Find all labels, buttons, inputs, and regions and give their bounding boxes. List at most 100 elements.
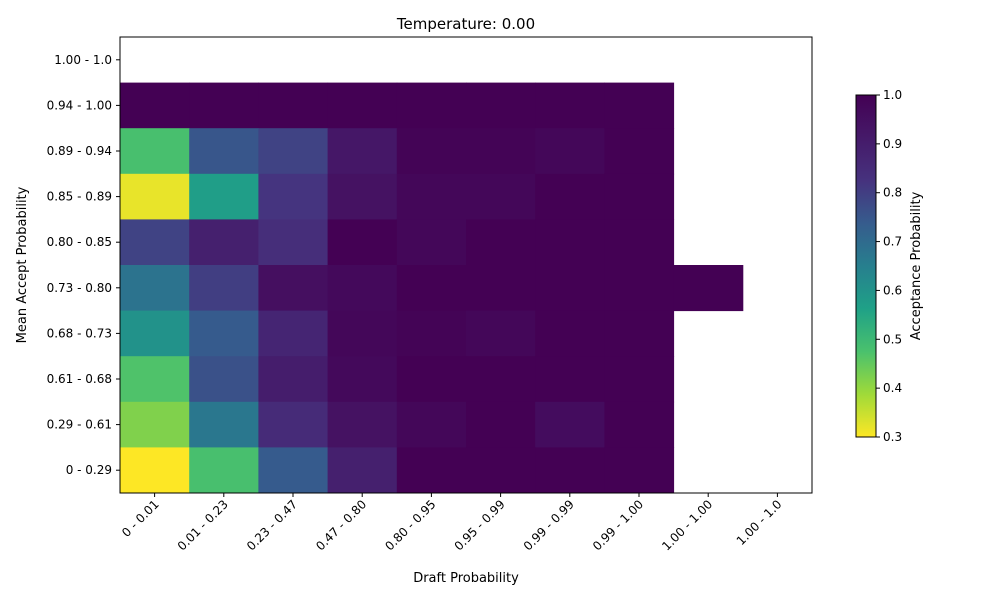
x-axis-ticks: 0 - 0.01 0.01 - 0.23 0.23 - 0.47 0.47 - 0.8… [119, 493, 785, 553]
heatmap-cell [396, 356, 467, 403]
x-tick-label: 0.80 - 0.95 [382, 497, 438, 553]
heatmap-cell [327, 173, 398, 220]
y-tick-label: 0.73 - 0.80 [47, 281, 112, 295]
heatmap-cell [120, 447, 190, 494]
heatmap-cell [120, 219, 190, 266]
heatmap-cell [466, 401, 536, 448]
heatmap-cell [535, 356, 605, 403]
colorbar-tick-label: 0.9 [883, 137, 902, 151]
heatmap-cell [396, 219, 467, 266]
heatmap-cell [466, 265, 536, 312]
y-axis-ticks: 1.00 - 1.0 0.94 - 1.00 0.89 - 0.94 0.85 - 0… [47, 53, 120, 477]
heatmap-cells [120, 82, 744, 494]
colorbar-tick-label: 0.3 [883, 430, 902, 444]
heatmap-cell [258, 310, 329, 357]
heatmap-cell [466, 128, 536, 175]
y-axis-label: Mean Accept Probability [15, 186, 30, 343]
x-tick-label: 1.00 - 1.00 [659, 497, 715, 553]
heatmap-cell [396, 82, 467, 129]
colorbar [855, 94, 877, 438]
heatmap-cell [535, 219, 605, 266]
heatmap-cell [327, 82, 398, 129]
x-tick-label: 0.99 - 1.00 [590, 497, 646, 553]
y-tick-label: 0 - 0.29 [66, 463, 112, 477]
y-tick-label: 0.61 - 0.68 [47, 372, 112, 386]
heatmap-cell [604, 128, 675, 175]
x-tick-label: 0.99 - 0.99 [521, 497, 577, 553]
heatmap-cell [189, 82, 259, 129]
colorbar-tick-label: 0.8 [883, 186, 902, 200]
heatmap-cell [120, 173, 190, 220]
x-tick-label: 0.47 - 0.80 [313, 497, 369, 553]
x-tick-label: 0.01 - 0.23 [175, 497, 231, 553]
heatmap-cell [327, 356, 398, 403]
y-tick-label: 0.89 - 0.94 [47, 144, 112, 158]
heatmap-cell [604, 219, 675, 266]
heatmap-cell [535, 447, 605, 494]
heatmap-cell [604, 265, 675, 312]
heatmap-cell [466, 356, 536, 403]
y-tick-label: 0.68 - 0.73 [47, 326, 112, 340]
heatmap-cell [258, 401, 329, 448]
heatmap-cell [604, 173, 675, 220]
heatmap-cell [327, 265, 398, 312]
x-tick-label: 0.95 - 0.99 [452, 497, 508, 553]
heatmap-cell [396, 310, 467, 357]
heatmap-cell [258, 219, 329, 266]
y-tick-label: 0.80 - 0.85 [47, 235, 112, 249]
heatmap-cell [189, 219, 259, 266]
heatmap-cell [535, 128, 605, 175]
heatmap-cell [396, 265, 467, 312]
heatmap-cell [120, 82, 190, 129]
heatmap-cell [258, 356, 329, 403]
heatmap-cell [327, 310, 398, 357]
heatmap-cell [327, 401, 398, 448]
heatmap-cell [120, 401, 190, 448]
heatmap-cell [466, 310, 536, 357]
heatmap-cell [258, 128, 329, 175]
heatmap-cell [396, 447, 467, 494]
heatmap-cell [327, 128, 398, 175]
colorbar-label: Acceptance Probability [909, 191, 924, 340]
heatmap-cell [604, 82, 675, 129]
heatmap-cell [604, 310, 675, 357]
heatmap-cell [604, 401, 675, 448]
heatmap-cell [604, 447, 675, 494]
heatmap-cell [535, 265, 605, 312]
heatmap-cell [120, 310, 190, 357]
heatmap-cell [189, 173, 259, 220]
y-tick-label: 0.94 - 1.00 [47, 98, 112, 112]
heatmap-cell [189, 265, 259, 312]
heatmap-cell [258, 173, 329, 220]
heatmap-cell [189, 128, 259, 175]
colorbar-ticks: 0.3 0.4 0.5 0.6 0.7 0.8 0.9 1.0 [876, 88, 902, 444]
colorbar-tick-label: 0.6 [883, 283, 902, 297]
y-tick-label: 0.29 - 0.61 [47, 418, 112, 432]
heatmap-cell [466, 173, 536, 220]
heatmap-cell [673, 265, 744, 312]
heatmap-cell [466, 219, 536, 266]
y-tick-label: 0.85 - 0.89 [47, 190, 112, 204]
heatmap-cell [535, 401, 605, 448]
heatmap-cell [396, 173, 467, 220]
colorbar-tick-label: 0.7 [883, 235, 902, 249]
x-axis-label: Draft Probability [413, 571, 519, 586]
heatmap-cell [258, 447, 329, 494]
colorbar-tick-label: 0.5 [883, 332, 902, 346]
chart-title: Temperature: 0.00 [396, 15, 535, 33]
heatmap-cell [258, 82, 329, 129]
y-tick-label: 1.00 - 1.0 [54, 53, 112, 67]
heatmap-cell [189, 447, 259, 494]
heatmap-cell [327, 447, 398, 494]
x-tick-label: 1.00 - 1.0 [734, 497, 785, 548]
colorbar-tick-label: 0.4 [883, 381, 902, 395]
x-tick-label: 0 - 0.01 [119, 497, 162, 540]
heatmap-cell [120, 128, 190, 175]
x-tick-label: 0.23 - 0.47 [244, 497, 300, 553]
heatmap-cell [466, 82, 536, 129]
heatmap-cell [396, 128, 467, 175]
colorbar-tick-label: 1.0 [883, 88, 902, 102]
heatmap-cell [535, 82, 605, 129]
heatmap-cell [120, 356, 190, 403]
heatmap-cell [396, 401, 467, 448]
